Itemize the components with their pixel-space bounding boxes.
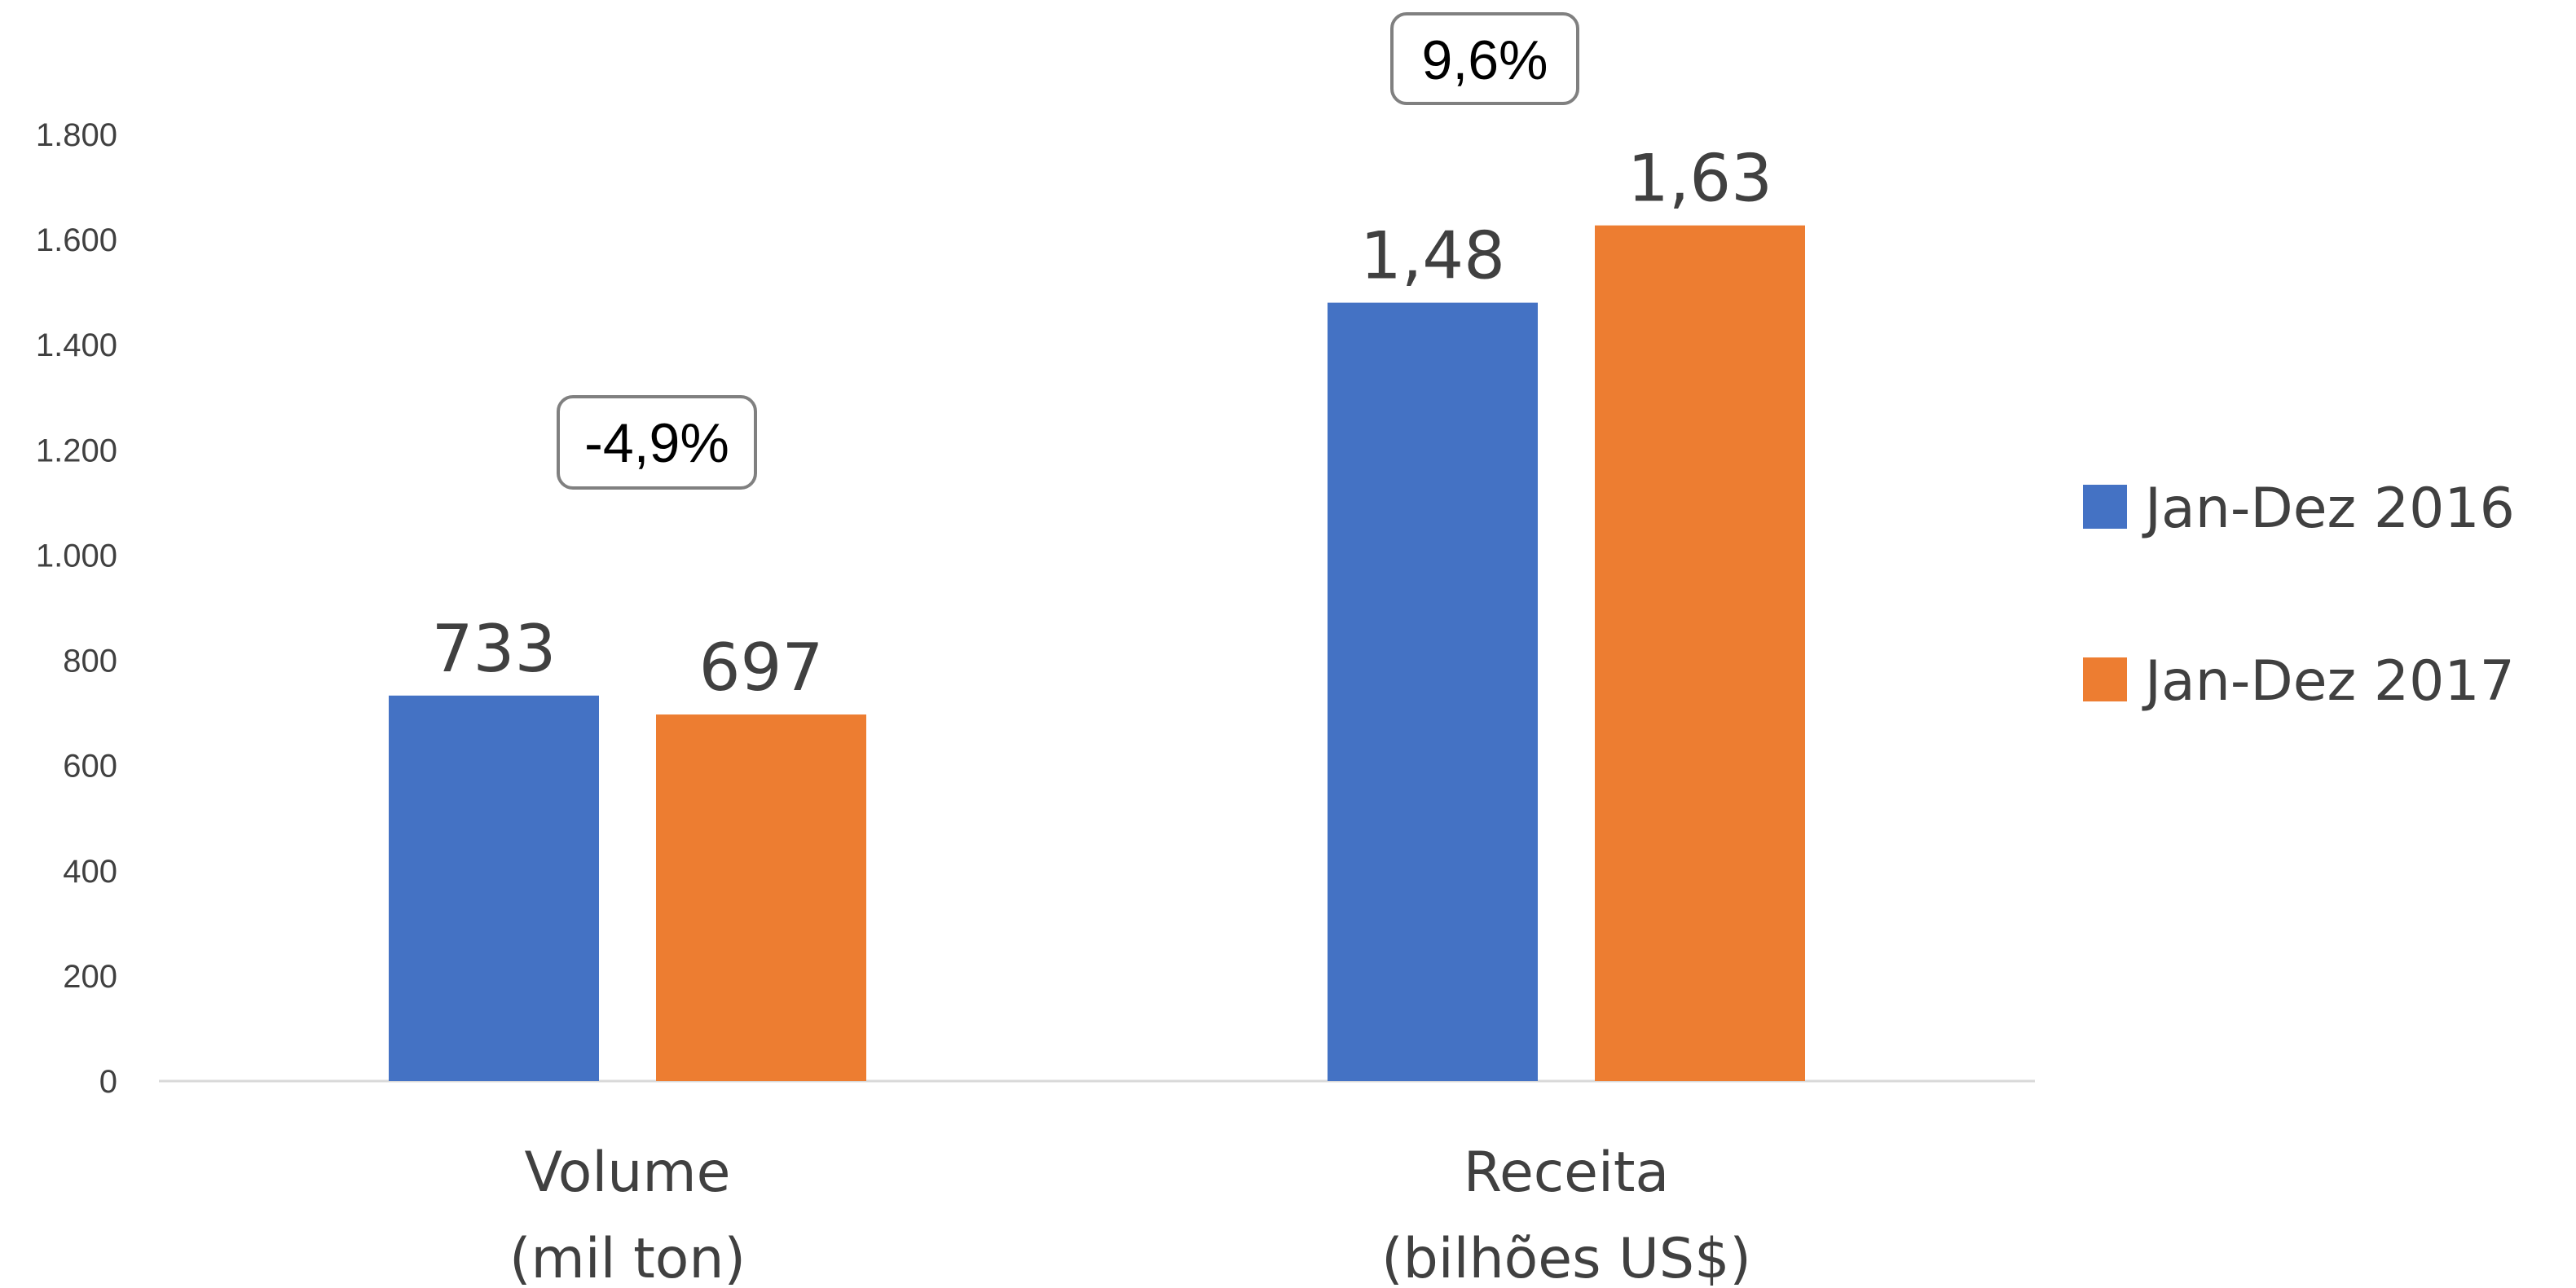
legend-label: Jan-Dez 2017 [2142, 649, 2515, 714]
legend-label: Jan-Dez 2016 [2142, 477, 2515, 541]
y-tick-label: 600 [63, 749, 117, 785]
bar [656, 714, 866, 1081]
category-label: (mil ton) [509, 1227, 746, 1288]
y-tick-label: 1.000 [36, 538, 117, 574]
data-label: 1,63 [1627, 141, 1772, 217]
bar [1595, 225, 1805, 1081]
y-tick-label: 1.400 [36, 327, 117, 363]
y-tick-label: 200 [63, 959, 117, 995]
change-callout-box [1390, 12, 1579, 105]
data-label: 1,48 [1360, 218, 1505, 294]
y-tick-label: 1.800 [36, 117, 117, 153]
y-tick-label: 1.600 [36, 222, 117, 258]
change-callout-box [557, 395, 757, 490]
bar [1328, 302, 1538, 1082]
bar [389, 695, 599, 1081]
y-tick-label: 400 [63, 854, 117, 890]
data-label: 697 [699, 630, 824, 706]
category-label: (bilhões US$) [1381, 1227, 1751, 1288]
data-label: 733 [432, 611, 557, 687]
change-callout-label: -4,9% [584, 412, 729, 474]
y-tick-label: 800 [63, 644, 117, 679]
y-tick-label: 0 [99, 1064, 117, 1100]
category-label: Receita [1464, 1141, 1669, 1205]
legend-swatch [2083, 485, 2127, 529]
change-callout-label: 9,6% [1422, 29, 1548, 91]
category-label: Volume [525, 1141, 731, 1205]
y-tick-label: 1.200 [36, 433, 117, 468]
legend-swatch [2083, 657, 2127, 701]
